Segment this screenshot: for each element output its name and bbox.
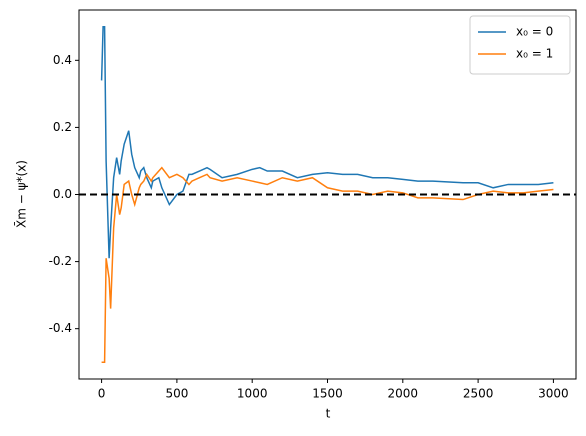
y-tick-label: 0.2: [53, 120, 72, 134]
x-tick-label: 0: [98, 387, 106, 401]
legend-label: x₀ = 0: [516, 25, 553, 39]
x-tick-label: 3000: [538, 387, 569, 401]
x-axis-label: t: [326, 407, 331, 421]
series-line: [101, 166, 554, 363]
legend-box: [469, 15, 571, 75]
series-line: [100, 26, 554, 259]
x-tick-label: 2500: [463, 387, 494, 401]
x-tick-label: 1000: [237, 387, 268, 401]
y-tick-label: 0.0: [53, 187, 72, 201]
legend-label: x₀ = 1: [516, 47, 553, 61]
y-tick-label: -0.4: [49, 321, 72, 335]
y-tick-label: 0.4: [53, 53, 72, 67]
x-tick-label: 2000: [388, 387, 419, 401]
y-tick-label: -0.2: [49, 254, 72, 268]
y-axis-label: X̄m − ψ*(x): [14, 160, 28, 228]
x-tick-label: 500: [165, 387, 188, 401]
x-tick-label: 1500: [312, 387, 343, 401]
